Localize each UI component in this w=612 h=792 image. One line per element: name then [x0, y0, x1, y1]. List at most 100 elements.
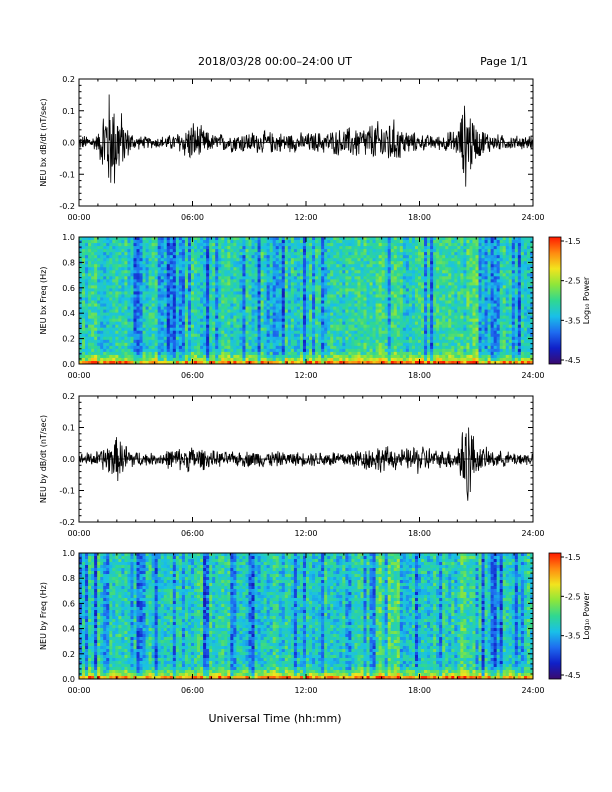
spectrogram-cell — [124, 318, 128, 323]
spectrogram-cell — [236, 294, 240, 298]
spectrogram-cell — [245, 258, 249, 262]
spectrogram-cell — [133, 351, 137, 356]
spectrogram-cell — [266, 282, 271, 286]
spectrogram-cell — [200, 360, 204, 364]
spectrogram-cell — [178, 282, 183, 286]
spectrogram-cell — [82, 282, 86, 286]
spectrogram-cell — [139, 240, 143, 244]
spectrogram-cell — [263, 291, 268, 295]
spectrogram-cell — [272, 342, 277, 347]
spectrogram-cell — [224, 264, 228, 268]
spectrogram-cell — [312, 333, 316, 338]
spectrogram-cell — [94, 351, 98, 356]
spectrogram-cell — [97, 270, 101, 274]
spectrogram-cell — [124, 312, 128, 317]
spectrogram-cell — [266, 345, 271, 350]
spectrogram-cell — [321, 255, 325, 259]
spectrogram-cell — [103, 324, 107, 329]
spectrogram-cell — [405, 282, 410, 286]
spectrogram-cell — [417, 252, 422, 256]
spectrogram-cell — [414, 255, 419, 259]
spectrogram-cell — [360, 333, 364, 338]
spectrogram-cell — [424, 333, 428, 338]
spectrogram-cell — [172, 294, 177, 298]
spectrogram-cell — [82, 300, 86, 304]
spectrogram-cell — [336, 360, 340, 364]
spectrogram-cell — [248, 276, 252, 280]
spectrogram-cell — [203, 303, 207, 307]
spectrogram-cell — [293, 261, 298, 265]
spectrogram-cell — [115, 321, 119, 326]
spectrogram-cell — [172, 336, 177, 341]
spectrogram-cell — [333, 345, 337, 350]
spectrogram-cell — [393, 279, 398, 283]
spectrogram-cell — [272, 267, 277, 271]
spectrogram-cell — [175, 282, 180, 286]
spectrogram-cell — [136, 240, 140, 244]
spectrogram-cell — [375, 342, 380, 347]
spectrogram-cell — [148, 312, 153, 317]
spectrogram-cell — [354, 342, 358, 347]
spectrogram-cell — [414, 279, 419, 283]
spectrogram-cell — [318, 258, 322, 262]
spectrogram-cell — [200, 276, 204, 280]
spectrogram-cell — [106, 285, 110, 289]
spectrogram-cell — [318, 279, 322, 283]
spectrogram-cell — [206, 261, 210, 265]
spectrogram-cell — [118, 276, 122, 280]
spectrogram-cell — [430, 252, 434, 256]
spectrogram-cell — [321, 348, 325, 353]
spectrogram-cell — [239, 315, 243, 320]
spectrogram-cell — [427, 237, 431, 241]
spectrogram-cell — [103, 273, 107, 277]
spectrogram-cell — [169, 345, 174, 350]
spectrogram-cell — [157, 330, 162, 335]
spectrogram-cell — [348, 255, 352, 259]
spectrogram-cell — [387, 339, 392, 344]
spectrogram-cell — [290, 249, 295, 253]
spectrogram-cell — [133, 291, 137, 295]
spectrogram-cell — [154, 342, 159, 347]
spectrogram-cell — [342, 318, 346, 323]
spectrogram-cell — [405, 279, 410, 283]
spectrogram-cell — [257, 264, 261, 268]
spectrogram-cell — [197, 294, 201, 298]
spectrogram-cell — [399, 309, 404, 313]
spectrogram-cell — [133, 264, 137, 268]
spectrogram-cell — [369, 342, 373, 347]
spectrogram-cell — [354, 282, 358, 286]
spectrogram-cell — [306, 303, 310, 307]
spectrogram-cell — [396, 240, 401, 244]
spectrogram-cell — [414, 333, 419, 338]
spectrogram-cell — [109, 357, 113, 362]
spectrogram-cell — [145, 351, 150, 356]
spectrogram-cell — [91, 294, 95, 298]
spectrogram-cell — [166, 249, 171, 253]
spectrogram-cell — [275, 297, 280, 301]
spectrogram-cell — [91, 297, 95, 301]
spectrogram-cell — [360, 291, 364, 295]
spectrogram-cell — [212, 345, 216, 350]
spectrogram-cell — [306, 282, 310, 286]
spectrogram-cell — [363, 318, 367, 323]
spectrogram-cell — [91, 309, 95, 313]
spectrogram-cell — [302, 252, 307, 256]
spectrogram-cell — [103, 264, 107, 268]
spectrogram-cell — [421, 237, 425, 241]
spectrogram-cell — [169, 357, 174, 362]
spectrogram-cell — [82, 267, 86, 271]
spectrogram-cell — [390, 342, 395, 347]
spectrogram-cell — [242, 288, 246, 292]
spectrogram-cell — [251, 276, 255, 280]
spectrogram-cell — [287, 333, 292, 338]
spectrogram-cell — [366, 240, 370, 244]
spectrogram-cell — [239, 261, 243, 265]
spectrogram-cell — [233, 321, 237, 326]
spectrogram-cell — [88, 240, 92, 244]
spectrogram-cell — [360, 351, 364, 356]
spectrogram-cell — [145, 345, 150, 350]
spectrogram-cell — [293, 348, 298, 353]
spectrogram-cell — [133, 348, 137, 353]
spectrogram-cell — [106, 246, 110, 250]
spectrogram-cell — [284, 282, 289, 286]
